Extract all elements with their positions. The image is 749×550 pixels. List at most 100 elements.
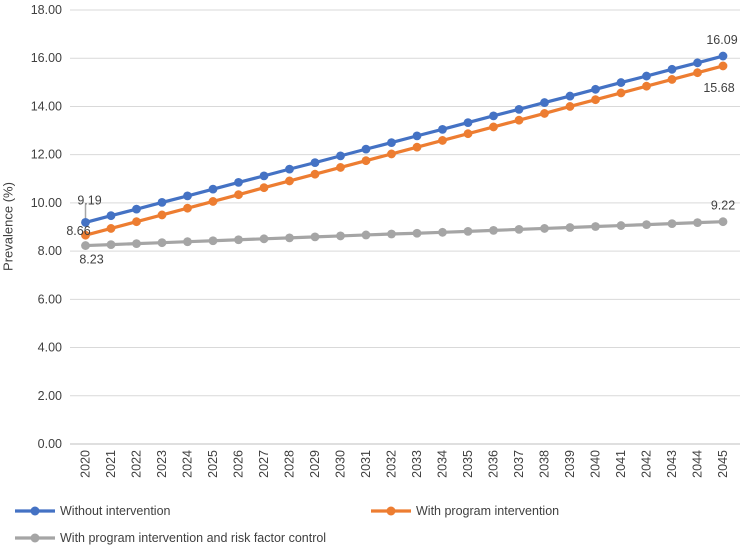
data-point-0-2037 <box>514 104 524 114</box>
y-axis-title: Prevalence (%) <box>0 182 16 271</box>
data-point-2-2032 <box>387 229 396 239</box>
x-tick-label: 2039 <box>563 450 577 478</box>
y-tick-label: 12.00 <box>31 148 62 162</box>
series-line-2 <box>83 220 725 248</box>
data-point-1-2025 <box>208 197 218 206</box>
x-tick-label: 2032 <box>385 450 399 478</box>
data-point-2-2030 <box>336 231 345 241</box>
data-point-0-2028 <box>285 164 294 174</box>
data-point-2-2034 <box>438 227 447 237</box>
legend-marker-icon <box>371 506 411 516</box>
data-point-0-2034 <box>438 124 447 134</box>
data-point-0-2029 <box>310 158 320 168</box>
data-point-1-2034 <box>438 136 447 145</box>
x-tick-label: 2028 <box>283 450 297 478</box>
data-point-1-2026 <box>234 190 243 200</box>
y-tick-label: 6.00 <box>38 292 62 306</box>
data-point-2-2036 <box>489 225 498 235</box>
data-point-1-2022 <box>132 217 141 227</box>
data-point-1-2042 <box>642 81 651 91</box>
data-point-2-2038 <box>540 224 549 233</box>
data-point-0-2036 <box>489 111 498 121</box>
y-tick-label: 0.00 <box>38 437 62 451</box>
x-tick-label: 2023 <box>155 450 169 478</box>
series-line-1 <box>83 64 725 237</box>
x-tick-label: 2040 <box>589 450 603 478</box>
data-point-0-2030 <box>336 151 345 161</box>
x-tick-label: 2026 <box>232 450 246 478</box>
legend-label: With program intervention <box>416 504 560 518</box>
legend-item-1: With program intervention <box>370 504 559 518</box>
x-tick-label: 2041 <box>614 450 628 478</box>
data-point-1-2043 <box>667 75 677 84</box>
data-point-1-2021 <box>106 224 116 233</box>
x-tick-label: 2045 <box>716 450 730 478</box>
data-label: 9.22 <box>711 199 735 213</box>
legend-item-2: With program intervention and risk facto… <box>14 531 326 545</box>
data-point-0-2021 <box>106 211 116 221</box>
x-tick-label: 2020 <box>79 450 93 478</box>
data-point-0-2022 <box>132 204 141 214</box>
data-point-2-2020 <box>81 241 90 250</box>
data-point-2-2031 <box>361 230 371 240</box>
data-point-1-2028 <box>285 176 294 186</box>
y-tick-label: 4.00 <box>38 341 62 355</box>
data-point-1-2041 <box>616 88 626 98</box>
data-point-1-2032 <box>387 149 396 159</box>
data-label: 8.23 <box>79 253 103 267</box>
data-point-1-2039 <box>565 102 575 111</box>
data-point-2-2037 <box>514 225 524 234</box>
x-tick-label: 2027 <box>257 450 271 478</box>
data-label: 9.19 <box>77 193 101 207</box>
x-tick-label: 2034 <box>436 450 450 478</box>
data-point-0-2044 <box>693 58 702 68</box>
data-point-1-2030 <box>336 163 345 172</box>
data-point-2-2043 <box>667 219 677 229</box>
data-point-0-2038 <box>540 98 549 107</box>
x-tick-label: 2022 <box>130 450 144 478</box>
data-point-0-2039 <box>565 91 575 101</box>
data-point-1-2023 <box>157 210 167 220</box>
data-point-1-2045 <box>718 61 728 71</box>
data-point-0-2035 <box>463 118 473 127</box>
data-point-1-2033 <box>412 142 422 152</box>
data-point-0-2045 <box>718 51 728 61</box>
data-point-1-2029 <box>310 169 320 179</box>
data-point-2-2023 <box>157 238 167 248</box>
y-tick-label: 2.00 <box>38 389 62 403</box>
data-point-0-2026 <box>234 177 243 187</box>
data-point-2-2028 <box>285 233 294 243</box>
data-point-2-2022 <box>132 239 141 249</box>
x-tick-label: 2030 <box>334 450 348 478</box>
data-point-0-2020 <box>81 218 90 227</box>
data-point-2-2024 <box>183 237 192 247</box>
data-point-2-2044 <box>693 218 702 228</box>
x-tick-label: 2025 <box>206 450 220 478</box>
data-point-2-2045 <box>718 217 728 227</box>
data-point-0-2031 <box>361 144 371 154</box>
data-point-2-2042 <box>642 220 651 229</box>
legend-marker-icon <box>15 533 55 543</box>
y-tick-label: 14.00 <box>31 99 62 113</box>
data-point-0-2033 <box>412 131 422 141</box>
y-tick-label: 8.00 <box>38 244 62 258</box>
legend-item-0: Without intervention <box>14 504 170 518</box>
data-point-0-2027 <box>259 171 269 181</box>
x-tick-label: 2037 <box>512 450 526 478</box>
x-tick-label: 2044 <box>691 450 705 478</box>
data-point-0-2042 <box>642 71 651 81</box>
data-point-0-2024 <box>183 191 192 201</box>
x-tick-label: 2029 <box>308 450 322 478</box>
data-point-2-2039 <box>565 223 575 232</box>
data-point-2-2035 <box>463 226 473 236</box>
data-point-2-2029 <box>310 232 320 242</box>
data-label: 16.09 <box>706 33 737 47</box>
legend-marker-icon <box>15 506 55 516</box>
data-label: 8.66 <box>66 224 90 238</box>
data-point-1-2038 <box>540 109 549 118</box>
data-point-1-2031 <box>361 156 371 166</box>
data-point-2-2027 <box>259 234 269 244</box>
data-point-0-2025 <box>208 184 218 194</box>
